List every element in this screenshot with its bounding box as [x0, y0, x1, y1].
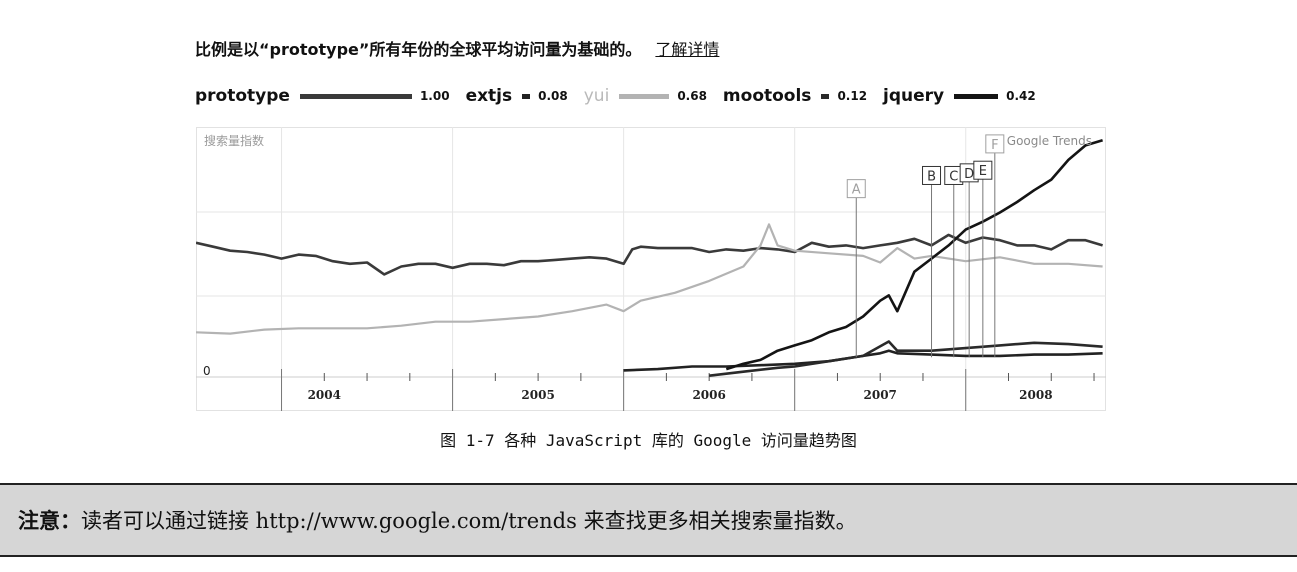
annotation-box: [985, 134, 1005, 154]
legend-name: jquery: [883, 86, 945, 106]
year-label: 2007: [864, 388, 897, 402]
legend-item-extjs[interactable]: extjs 0.08: [466, 86, 568, 106]
annotation-box: [846, 179, 866, 199]
legend-value: 0.42: [1006, 89, 1036, 103]
legend-name: yui: [583, 86, 610, 106]
watermark: Google Trends: [1007, 134, 1092, 148]
year-label: 2004: [308, 388, 341, 402]
series-line-extjs: [623, 349, 1103, 372]
legend-name: extjs: [465, 86, 513, 106]
legend-value: 0.08: [538, 89, 568, 103]
zero-label: 0: [203, 364, 211, 378]
series-line-mootools: [709, 340, 1103, 377]
learn-more-link[interactable]: 了解详情: [655, 40, 720, 59]
legend-item-jquery[interactable]: jquery 0.42: [883, 86, 1036, 106]
annotation-box: [922, 165, 942, 185]
year-label: 2005: [521, 388, 554, 402]
legend-value: 0.68: [677, 89, 707, 103]
legend-value: 1.00: [419, 89, 450, 103]
legend-value: 0.12: [837, 89, 868, 103]
annotation-label-e: E: [979, 164, 987, 179]
figure-caption: 图 1-7 各种 JavaScript 库的 Google 访问量趋势图: [440, 431, 857, 450]
legend-name: mootools: [722, 86, 812, 106]
legend-name: prototype: [195, 86, 290, 106]
note-label: 注意：: [18, 508, 81, 533]
note-body: 读者可以通过链接 http://www.google.com/trends 来查…: [81, 509, 857, 533]
series-line-yui: [196, 223, 1103, 335]
year-label: 2008: [1019, 388, 1052, 402]
series-line-jquery: [725, 138, 1103, 371]
legend-swatch: [954, 93, 999, 99]
legend-swatch: [821, 93, 830, 99]
legend-item-yui[interactable]: yui 0.68: [584, 86, 707, 106]
series-line-prototype: [196, 233, 1103, 276]
legend-swatch: [522, 93, 531, 99]
year-label: 2006: [692, 388, 725, 402]
annotation-label-d: D: [964, 167, 974, 182]
trends-chart: 2004 2005 2006 2007 2008 A B C D EF 搜索量指数 Google Tr…: [196, 127, 1106, 411]
annotation-label-a: A: [852, 183, 861, 198]
annotation-label-f: F: [991, 138, 998, 153]
legend-swatch: [299, 93, 412, 99]
legend-item-prototype[interactable]: prototype 1.00: [195, 86, 450, 106]
scale-note-text: 比例是以“prototype”所有年份的全球平均访问量为基础的。: [195, 40, 642, 59]
y-axis-label: 搜索量指数: [204, 133, 264, 148]
chart-legend: prototype 1.00 extjs 0.08 yui 0.68 mootools 0.1…: [195, 86, 1052, 106]
legend-swatch: [619, 93, 670, 99]
note-text: 注意：读者可以通过链接 http://www.google.com/trends…: [18, 505, 857, 535]
annotation-label-c: C: [949, 169, 958, 184]
note-box: 注意：读者可以通过链接 http://www.google.com/trends…: [0, 483, 1297, 557]
scale-note: 比例是以“prototype”所有年份的全球平均访问量为基础的。 了解详情: [195, 36, 719, 60]
legend-item-mootools[interactable]: mootools 0.12: [723, 86, 867, 106]
annotation-label-b: B: [927, 169, 936, 184]
annotation-box: [973, 160, 993, 180]
